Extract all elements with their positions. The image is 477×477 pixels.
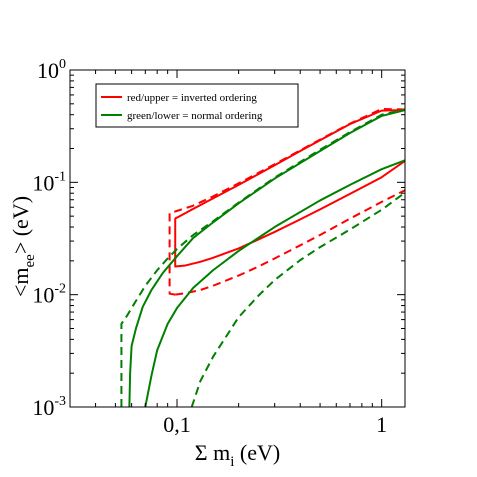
y-tick-label: 100 — [37, 57, 66, 83]
plot-frame — [69, 69, 406, 408]
series-line-1 — [174, 160, 405, 268]
y-axis-label: <mee> (eV) — [8, 196, 38, 297]
y-tick-label: 10-3 — [32, 394, 66, 420]
x-tick-label: 1 — [376, 412, 387, 437]
series-layer — [120, 107, 405, 407]
series-line-3 — [168, 107, 405, 296]
series-line-5 — [128, 109, 405, 407]
series-line-6 — [144, 159, 405, 407]
series-line-4 — [175, 189, 405, 296]
series-line-8 — [190, 191, 405, 407]
x-axis-label: Σ mi (eV) — [195, 440, 280, 470]
ticks-layer — [69, 69, 405, 408]
series-line-7 — [120, 108, 405, 407]
axis-labels-layer: 0,1 1 10-3 10-2 10-1 100 Σ mi (eV) <mee> (eV) — [8, 57, 387, 470]
legend-label: green/lower = normal ordering — [127, 110, 263, 122]
y-tick-label: 10-2 — [32, 282, 66, 308]
legend-label: red/upper = inverted ordering — [127, 92, 257, 104]
legend: red/upper = inverted ordering green/lower… — [95, 83, 299, 128]
x-tick-label: 0,1 — [163, 412, 191, 437]
legend-box — [95, 83, 299, 128]
axes-layer — [69, 69, 406, 408]
y-tick-label: 10-1 — [32, 169, 66, 195]
